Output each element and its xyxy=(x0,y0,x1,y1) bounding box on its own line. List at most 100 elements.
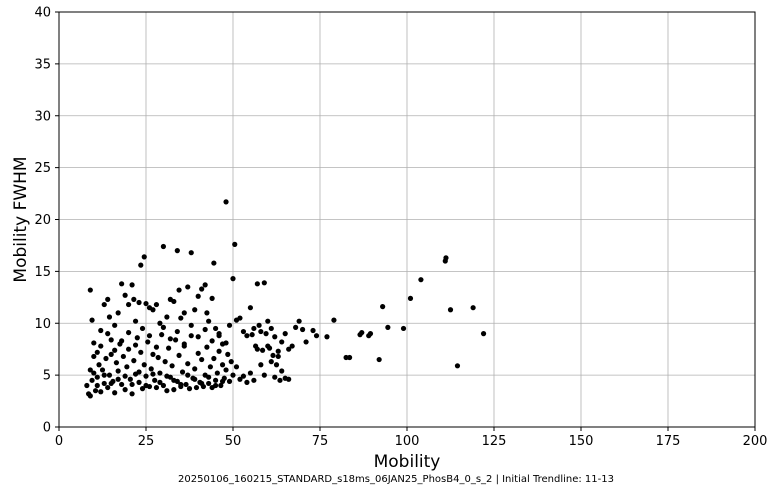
data-point xyxy=(251,377,257,383)
data-point xyxy=(171,377,177,383)
data-point xyxy=(98,343,104,349)
data-point xyxy=(261,280,267,286)
data-point xyxy=(279,339,285,345)
data-point xyxy=(119,281,125,287)
chart-caption: 20250106_160215_STANDARD_s18ms_06JAN25_P… xyxy=(178,474,614,485)
data-point xyxy=(108,337,114,343)
data-point xyxy=(219,362,226,368)
data-point xyxy=(202,282,208,288)
data-point xyxy=(480,331,487,337)
data-point xyxy=(195,350,201,356)
data-point xyxy=(112,322,118,328)
data-point xyxy=(159,332,165,338)
data-point xyxy=(106,372,113,378)
data-point xyxy=(193,384,200,391)
data-point xyxy=(230,276,236,282)
data-point xyxy=(115,368,121,374)
data-point xyxy=(268,359,274,365)
data-point xyxy=(195,293,201,299)
data-point xyxy=(400,325,407,332)
data-point xyxy=(136,379,142,385)
data-point xyxy=(155,354,161,361)
data-point xyxy=(223,199,229,205)
data-point xyxy=(160,243,166,250)
x-tick-label: 50 xyxy=(225,434,242,449)
data-point xyxy=(108,380,114,387)
data-point xyxy=(105,296,111,302)
data-point xyxy=(171,387,177,393)
data-point xyxy=(211,355,217,362)
data-point xyxy=(84,382,90,389)
data-point xyxy=(139,386,146,392)
data-point xyxy=(129,282,135,288)
data-point xyxy=(126,329,132,336)
data-point xyxy=(447,307,454,313)
data-point xyxy=(176,287,182,293)
data-point xyxy=(346,354,353,361)
data-point xyxy=(131,296,137,302)
data-point xyxy=(150,371,156,377)
data-point xyxy=(139,325,146,332)
data-point xyxy=(223,367,229,373)
data-point xyxy=(126,346,132,352)
data-point xyxy=(122,292,128,298)
data-point xyxy=(87,367,93,373)
data-point xyxy=(216,348,222,354)
data-point xyxy=(94,382,100,389)
data-point xyxy=(213,377,219,383)
data-point xyxy=(96,362,102,368)
data-point xyxy=(199,380,205,387)
data-point xyxy=(470,305,476,311)
data-point xyxy=(174,328,180,335)
data-point xyxy=(213,325,219,332)
data-point xyxy=(209,338,215,344)
data-point xyxy=(132,318,139,324)
y-tick-label: 25 xyxy=(34,161,51,176)
data-points-layer xyxy=(84,199,487,399)
data-point xyxy=(258,328,264,335)
data-point xyxy=(101,372,107,378)
data-point xyxy=(98,327,104,334)
y-tick-label: 5 xyxy=(43,369,51,384)
data-point xyxy=(261,372,267,378)
data-point xyxy=(237,315,243,321)
data-point xyxy=(195,334,201,340)
data-point xyxy=(233,364,240,370)
data-point xyxy=(136,369,142,375)
data-point xyxy=(385,324,391,330)
data-point xyxy=(192,376,198,382)
data-point xyxy=(232,241,238,247)
data-point xyxy=(273,362,280,368)
data-point xyxy=(134,335,140,341)
data-point xyxy=(230,372,236,378)
data-point xyxy=(213,382,219,389)
data-point xyxy=(185,361,191,367)
data-point xyxy=(249,332,255,338)
x-tick-label: 175 xyxy=(656,434,681,449)
data-point xyxy=(206,380,212,387)
data-point xyxy=(115,310,121,316)
data-point xyxy=(178,315,184,321)
data-point xyxy=(101,301,107,308)
data-point xyxy=(167,336,173,342)
data-point xyxy=(313,333,320,339)
data-point xyxy=(272,334,278,340)
data-point xyxy=(272,374,278,380)
data-point xyxy=(119,338,125,344)
data-point xyxy=(443,255,449,261)
ticks-layer: 0 25 50 75 100 125 150 175 200 0 5 10 15 20 25 30 35 40 xyxy=(34,6,767,450)
data-point xyxy=(143,300,149,307)
data-point xyxy=(160,324,166,330)
data-point xyxy=(124,364,130,370)
data-point xyxy=(275,348,281,354)
data-point xyxy=(199,356,205,363)
data-point xyxy=(145,339,151,345)
data-point xyxy=(359,329,365,336)
x-tick-label: 100 xyxy=(395,434,420,449)
data-point xyxy=(204,344,210,350)
data-point xyxy=(179,369,186,375)
y-tick-label: 30 xyxy=(34,109,51,124)
data-point xyxy=(164,388,170,394)
